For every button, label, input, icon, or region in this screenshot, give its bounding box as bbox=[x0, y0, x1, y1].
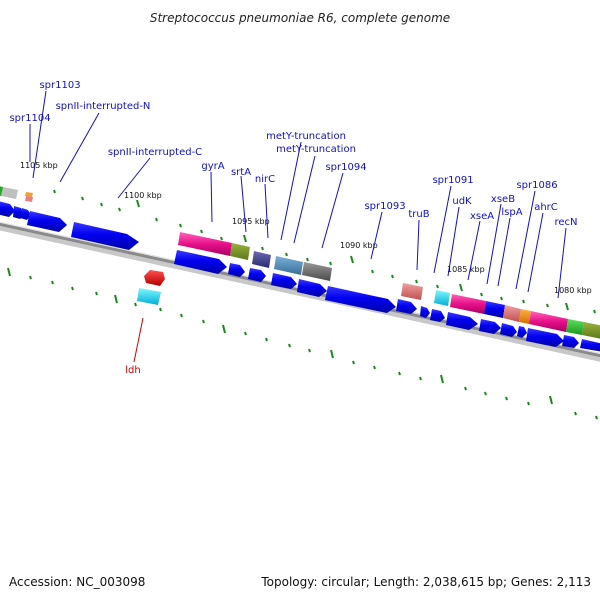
gene-label-xseB: xseB bbox=[491, 194, 515, 205]
gene-label-ahrC: ahrC bbox=[534, 202, 558, 213]
feature-block bbox=[519, 309, 531, 324]
cds-arrow bbox=[396, 299, 417, 314]
gene-label-recN: recN bbox=[554, 217, 577, 228]
label-leaders bbox=[29, 90, 567, 363]
outer-feature-track bbox=[0, 186, 600, 339]
gene-label-truB: truB bbox=[408, 209, 429, 220]
gene-label-spnII-interrupted-N: spnII-interrupted-N bbox=[56, 101, 151, 112]
cds-arrow bbox=[580, 339, 600, 352]
cds-arrow bbox=[297, 279, 327, 297]
gene-label-xseA: xseA bbox=[470, 211, 494, 222]
cds-arrow bbox=[27, 211, 67, 232]
feature-block bbox=[450, 294, 486, 314]
upper-strand-cds bbox=[0, 201, 600, 352]
feature-block bbox=[401, 283, 423, 300]
lower-strand-features bbox=[137, 270, 165, 305]
gene-label-metY-truncation-1: metY-truncation bbox=[266, 131, 346, 142]
feature-block bbox=[529, 311, 568, 332]
cds-arrow bbox=[500, 323, 517, 337]
gene-label-ldh: ldh bbox=[125, 365, 140, 376]
gene-label-nirC: nirC bbox=[255, 174, 275, 185]
feature-block bbox=[0, 186, 18, 199]
ldh-block bbox=[137, 288, 161, 305]
gene-labels: spr1103 spr1104 spnII-interrupted-N spnI… bbox=[9, 80, 577, 376]
cds-arrow bbox=[526, 328, 564, 347]
ruler-label-1105: 1105 kbp bbox=[20, 161, 58, 170]
kbp-ruler: 1105 kbp 1100 kbp 1095 kbp 1090 kbp 1085… bbox=[20, 161, 592, 295]
gene-label-spr1086: spr1086 bbox=[516, 180, 557, 191]
feature-block bbox=[274, 256, 303, 275]
cds-arrow bbox=[479, 319, 501, 334]
feature-block bbox=[434, 290, 450, 306]
gene-label-udK: udK bbox=[452, 196, 472, 207]
accession-text: Accession: NC_003098 bbox=[9, 575, 145, 589]
ruler-label-1090: 1090 kbp bbox=[340, 241, 378, 250]
gene-label-lspA: lspA bbox=[501, 207, 522, 218]
feature-block bbox=[178, 232, 232, 256]
inner-scale-ticks bbox=[7, 267, 598, 420]
ruler-label-1080: 1080 kbp bbox=[554, 286, 592, 295]
cds-arrow bbox=[271, 273, 297, 289]
feature-block bbox=[503, 305, 521, 322]
ldh-arrow bbox=[144, 270, 165, 286]
feature-block bbox=[230, 243, 250, 260]
feature-block bbox=[566, 319, 584, 335]
gene-label-srtA: srtA bbox=[231, 167, 251, 178]
gene-label-spr1104: spr1104 bbox=[9, 113, 50, 124]
feature-block bbox=[484, 301, 505, 318]
ruler-label-1095: 1095 kbp bbox=[232, 217, 270, 226]
cds-arrow bbox=[430, 309, 445, 322]
feature-block bbox=[252, 251, 271, 268]
ruler-label-1085: 1085 kbp bbox=[447, 265, 485, 274]
genome-summary-text: Topology: circular; Length: 2,038,615 bp… bbox=[260, 575, 591, 589]
gene-label-spr1094: spr1094 bbox=[325, 162, 366, 173]
gene-label-spnII-interrupted-C: spnII-interrupted-C bbox=[108, 147, 202, 158]
ruler-label-1100: 1100 kbp bbox=[124, 191, 162, 200]
gene-label-spr1103: spr1103 bbox=[39, 80, 80, 91]
map-title: Streptococcus pneumoniae R6, complete ge… bbox=[150, 11, 450, 25]
cds-arrow bbox=[174, 250, 227, 274]
outer-scale-ticks bbox=[53, 189, 596, 314]
feature-block bbox=[302, 262, 332, 281]
gene-label-spr1091: spr1091 bbox=[432, 175, 473, 186]
cds-arrow bbox=[517, 326, 527, 338]
cds-arrow bbox=[446, 312, 478, 330]
cds-arrow bbox=[325, 286, 396, 313]
feature-block bbox=[25, 192, 33, 197]
feature-block bbox=[582, 322, 600, 339]
cds-arrow bbox=[562, 335, 579, 348]
cds-arrow bbox=[20, 208, 31, 220]
feature-block bbox=[25, 196, 33, 202]
cds-arrow bbox=[228, 263, 245, 277]
cds-arrow bbox=[248, 268, 266, 282]
gene-label-gyrA: gyrA bbox=[201, 161, 224, 172]
cds-arrow bbox=[420, 306, 430, 318]
gene-label-spr1093: spr1093 bbox=[364, 201, 405, 212]
gene-label-metY-truncation-2: metY-truncation bbox=[276, 144, 356, 155]
cds-arrow bbox=[71, 222, 139, 250]
cds-arrow bbox=[0, 201, 15, 217]
feature-block bbox=[0, 186, 3, 196]
